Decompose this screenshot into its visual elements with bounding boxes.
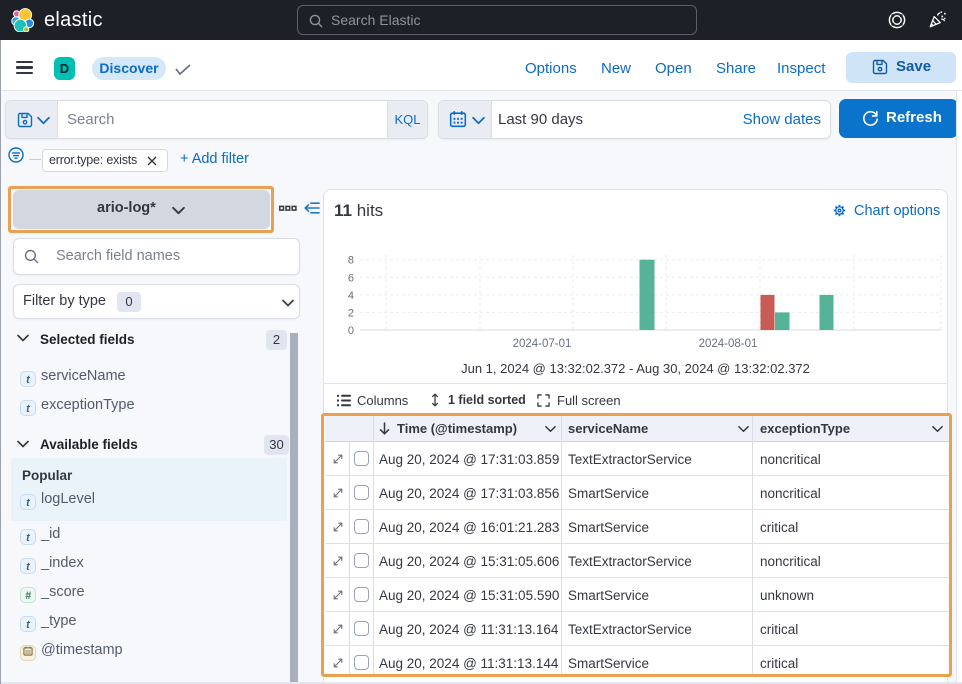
svg-text:4: 4	[348, 290, 354, 302]
svg-text:0: 0	[348, 325, 354, 337]
svg-text:6: 6	[348, 272, 354, 284]
svg-text:2: 2	[348, 307, 354, 319]
svg-text:2024-08-01: 2024-08-01	[699, 338, 758, 350]
svg-text:8: 8	[348, 255, 354, 267]
svg-text:2024-07-01: 2024-07-01	[513, 338, 572, 350]
